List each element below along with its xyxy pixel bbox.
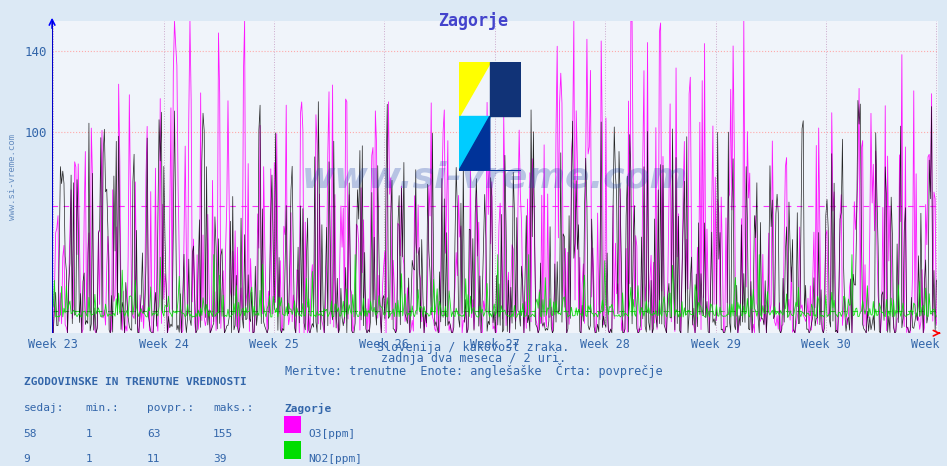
Text: ZGODOVINSKE IN TRENUTNE VREDNOSTI: ZGODOVINSKE IN TRENUTNE VREDNOSTI <box>24 377 246 387</box>
Text: www.si-vreme.com: www.si-vreme.com <box>302 160 688 194</box>
Text: Zagorje: Zagorje <box>438 12 509 30</box>
Text: 11: 11 <box>147 454 160 464</box>
Text: 58: 58 <box>24 429 37 439</box>
Text: 1: 1 <box>85 429 92 439</box>
Text: NO2[ppm]: NO2[ppm] <box>309 454 363 464</box>
Text: min.:: min.: <box>85 403 119 413</box>
Text: 1: 1 <box>85 454 92 464</box>
Text: 63: 63 <box>147 429 160 439</box>
Text: sedaj:: sedaj: <box>24 403 64 413</box>
Text: www.si-vreme.com: www.si-vreme.com <box>8 134 17 220</box>
Text: 155: 155 <box>213 429 233 439</box>
Text: 9: 9 <box>24 454 30 464</box>
Text: Slovenija / kakovost zraka.: Slovenija / kakovost zraka. <box>377 341 570 354</box>
Text: Zagorje: Zagorje <box>284 403 331 414</box>
Text: zadnja dva meseca / 2 uri.: zadnja dva meseca / 2 uri. <box>381 352 566 365</box>
Text: O3[ppm]: O3[ppm] <box>309 429 356 439</box>
Text: 39: 39 <box>213 454 226 464</box>
Text: maks.:: maks.: <box>213 403 254 413</box>
Text: povpr.:: povpr.: <box>147 403 194 413</box>
Text: Meritve: trenutne  Enote: anglešaške  Črta: povprečje: Meritve: trenutne Enote: anglešaške Črta… <box>285 363 662 377</box>
